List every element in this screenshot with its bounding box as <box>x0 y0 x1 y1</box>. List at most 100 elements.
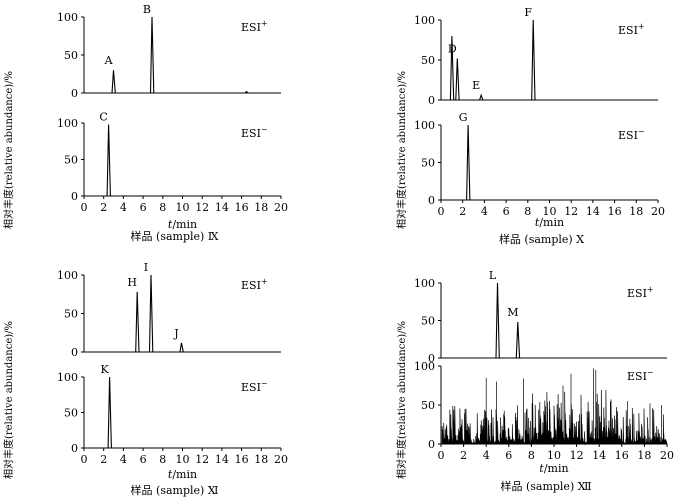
panel-caption: 样品 (sample) Ⅸ <box>131 229 219 243</box>
esi-pos-label: ESI+ <box>241 277 268 292</box>
x-axis-label: t/min <box>539 462 568 475</box>
esi-neg-label: ESI− <box>627 368 654 383</box>
x-tick-label: 12 <box>564 205 578 218</box>
esi-pos-label: ESI+ <box>241 19 268 34</box>
x-tick-label: 16 <box>235 453 249 466</box>
x-tick-label: 2 <box>100 201 107 214</box>
esi-neg-label: ESI− <box>241 379 268 394</box>
y-tick-label: 100 <box>414 119 435 132</box>
esi-neg-trace <box>84 124 281 197</box>
y-tick-label: 100 <box>414 360 435 373</box>
y-tick-label: 50 <box>421 399 435 412</box>
panel-caption: 样品 (sample) Ⅹ <box>499 232 584 246</box>
peak-label-H: H <box>127 276 137 289</box>
x-tick-label: 6 <box>140 201 147 214</box>
x-tick-label: 6 <box>140 453 147 466</box>
esi-pos-trace <box>84 274 281 353</box>
peak-label-G: G <box>459 111 468 124</box>
x-tick-label: 14 <box>592 449 606 462</box>
y-tick-label: 50 <box>421 157 435 170</box>
x-tick-label: 16 <box>235 201 249 214</box>
y-tick-label: 0 <box>71 87 78 100</box>
chromatogram-panel-2: 0 50 100 D E F ESI+ 0 50 100 0 2 4 6 8 10 12 14 16 18 20 G ESI… <box>395 6 665 246</box>
x-axis-label: t/min <box>535 216 564 229</box>
x-tick-label: 18 <box>254 453 268 466</box>
x-tick-label: 0 <box>81 201 88 214</box>
y-axis-label: 相对丰度(relative abundance)/% <box>395 71 408 229</box>
y-axis-label: 相对丰度(relative abundance)/% <box>2 321 15 479</box>
y-tick-label: 50 <box>64 308 78 321</box>
x-tick-label: 14 <box>586 205 600 218</box>
x-tick-label: 10 <box>547 449 561 462</box>
x-tick-label: 8 <box>159 453 166 466</box>
esi-neg-trace <box>441 368 668 446</box>
y-tick-label: 0 <box>71 190 78 203</box>
x-tick-label: 20 <box>274 201 288 214</box>
peak-label-J: J <box>173 327 178 340</box>
y-tick-label: 0 <box>428 352 435 365</box>
x-tick-label: 0 <box>81 453 88 466</box>
esi-neg-label: ESI− <box>618 127 645 142</box>
peak-label-B: B <box>143 3 151 16</box>
y-tick-label: 0 <box>428 94 435 107</box>
y-tick-label: 100 <box>57 269 78 282</box>
y-tick-label: 100 <box>414 277 435 290</box>
x-tick-label: 18 <box>629 205 643 218</box>
y-tick-label: 100 <box>57 117 78 130</box>
x-tick-label: 8 <box>524 205 531 218</box>
x-tick-label: 8 <box>528 449 535 462</box>
x-tick-label: 18 <box>254 201 268 214</box>
x-axis-label: t/min <box>168 468 197 481</box>
esi-pos-trace <box>441 282 667 359</box>
y-tick-label: 50 <box>64 49 78 62</box>
y-tick-label: 100 <box>57 371 78 384</box>
x-tick-label: 4 <box>120 453 127 466</box>
y-tick-label: 50 <box>64 407 78 420</box>
x-tick-label: 10 <box>176 201 190 214</box>
x-tick-label: 4 <box>481 205 488 218</box>
y-tick-label: 100 <box>414 14 435 27</box>
peak-label-K: K <box>101 363 110 376</box>
x-tick-label: 14 <box>215 453 229 466</box>
esi-neg-trace <box>84 376 281 449</box>
x-tick-label: 4 <box>483 449 490 462</box>
esi-pos-trace <box>441 19 658 101</box>
y-tick-label: 50 <box>421 54 435 67</box>
panel-caption: 样品 (sample) Ⅺ <box>131 483 219 497</box>
y-axis-label: 相对丰度(relative abundance)/% <box>395 321 408 479</box>
x-tick-label: 18 <box>637 449 651 462</box>
y-tick-label: 50 <box>64 154 78 167</box>
x-axis-label: t/min <box>168 218 197 231</box>
x-tick-label: 12 <box>195 453 209 466</box>
y-tick-label: 0 <box>428 194 435 207</box>
x-tick-label: 2 <box>460 449 467 462</box>
x-tick-label: 6 <box>505 449 512 462</box>
y-tick-label: 0 <box>71 346 78 359</box>
y-tick-label: 100 <box>57 11 78 24</box>
x-tick-label: 20 <box>660 449 674 462</box>
y-axis-label: 相对丰度(relative abundance)/% <box>2 71 15 229</box>
x-tick-label: 10 <box>176 453 190 466</box>
peak-label-F: F <box>524 6 532 19</box>
esi-neg-label: ESI− <box>241 125 268 140</box>
x-tick-label: 0 <box>438 205 445 218</box>
peak-label-C: C <box>99 110 107 123</box>
esi-pos-trace <box>84 16 281 94</box>
x-tick-label: 4 <box>120 201 127 214</box>
peak-label-A: A <box>104 54 114 67</box>
panel-caption: 样品 (sample) Ⅻ <box>500 479 591 493</box>
x-tick-label: 12 <box>195 201 209 214</box>
peak-label-D: D <box>448 42 457 55</box>
x-tick-label: 8 <box>159 201 166 214</box>
x-tick-label: 0 <box>438 449 445 462</box>
esi-neg-trace <box>441 124 658 201</box>
x-tick-label: 6 <box>503 205 510 218</box>
x-tick-label: 12 <box>570 449 584 462</box>
peak-label-L: L <box>489 269 497 282</box>
peak-label-E: E <box>472 79 480 92</box>
x-tick-label: 2 <box>459 205 466 218</box>
esi-pos-label: ESI+ <box>618 22 645 37</box>
